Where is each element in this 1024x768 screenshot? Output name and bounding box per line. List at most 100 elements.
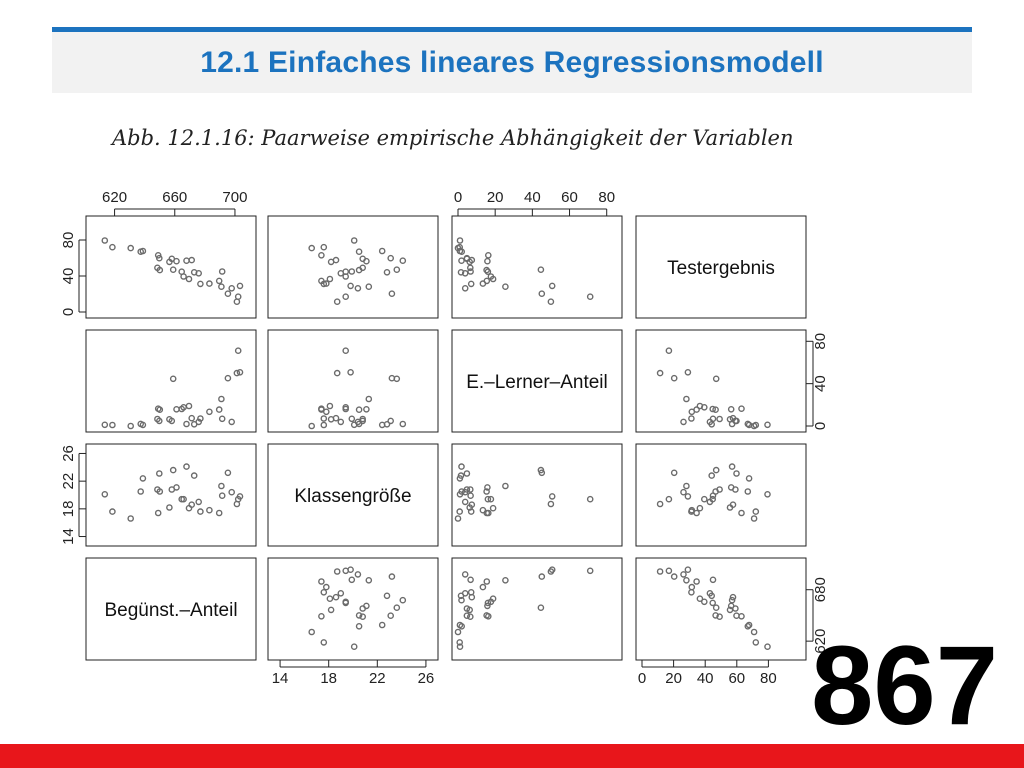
data-point — [218, 268, 226, 275]
data-point — [308, 422, 316, 430]
data-point — [137, 488, 144, 495]
data-point — [729, 501, 737, 509]
data-point — [234, 347, 242, 355]
data-point — [393, 604, 401, 612]
tick-label: 60 — [561, 189, 578, 206]
tick-label: 60 — [728, 670, 745, 687]
tick-label: 680 — [812, 577, 829, 602]
data-point — [456, 237, 464, 244]
data-point — [137, 420, 144, 428]
data-point — [348, 268, 356, 275]
data-point — [586, 495, 594, 503]
data-point — [458, 463, 465, 470]
data-point — [173, 484, 180, 491]
tick-label: 0 — [60, 308, 77, 316]
data-point — [696, 504, 704, 512]
data-point — [236, 368, 244, 376]
data-point — [218, 415, 226, 423]
data-point — [350, 643, 358, 651]
data-point — [706, 590, 714, 597]
data-point — [155, 254, 163, 262]
tick-label: 40 — [60, 268, 77, 285]
tick-label: 0 — [812, 422, 829, 430]
data-point — [538, 469, 546, 477]
panel-r3-c2 — [451, 557, 623, 661]
tick-label: 80 — [760, 670, 777, 687]
data-point — [466, 264, 474, 272]
data-point — [206, 280, 213, 287]
data-point — [683, 577, 690, 584]
data-point — [728, 463, 736, 470]
data-point — [388, 374, 396, 382]
data-point — [461, 571, 469, 578]
data-point — [548, 566, 556, 574]
data-point — [359, 264, 367, 272]
data-point — [155, 470, 163, 477]
data-point — [215, 406, 223, 413]
tick-label: 26 — [60, 445, 77, 462]
data-point — [670, 469, 678, 477]
data-point — [387, 254, 395, 262]
data-point — [484, 602, 491, 610]
panel-r1-c2 — [451, 329, 623, 433]
data-point — [466, 613, 474, 621]
data-point — [320, 415, 328, 422]
data-point — [487, 273, 495, 280]
data-point — [502, 482, 509, 490]
data-point — [365, 395, 373, 403]
data-point — [342, 403, 350, 411]
tick-label: 40 — [812, 375, 829, 392]
data-point — [197, 508, 204, 515]
data-point — [318, 578, 325, 585]
data-point — [173, 257, 180, 265]
data-point — [461, 590, 469, 597]
data-point — [483, 488, 490, 495]
data-point — [712, 466, 720, 474]
data-point — [347, 566, 354, 574]
tick-label: 26 — [418, 670, 435, 687]
data-point — [166, 504, 173, 511]
data-point — [332, 593, 340, 601]
data-point — [712, 612, 719, 619]
footer-bar — [0, 744, 1024, 768]
tick-label: 40 — [524, 189, 541, 206]
data-point — [154, 264, 161, 272]
data-point — [354, 284, 362, 292]
data-point — [332, 256, 340, 264]
data-point — [467, 280, 475, 288]
data-point — [354, 571, 362, 578]
data-point — [665, 495, 673, 503]
data-point — [350, 237, 358, 244]
data-point — [195, 418, 202, 426]
data-point — [461, 269, 469, 277]
data-point — [752, 508, 760, 515]
data-point — [387, 612, 395, 620]
data-point — [206, 506, 213, 514]
data-point — [308, 244, 316, 252]
tick-label: 20 — [665, 670, 682, 687]
data-point — [688, 589, 695, 596]
data-point — [538, 573, 546, 580]
data-point — [456, 639, 464, 646]
data-point — [656, 500, 664, 508]
data-point — [712, 375, 720, 383]
data-point — [348, 415, 356, 423]
data-point — [228, 488, 235, 496]
tick-label: 0 — [454, 189, 462, 206]
data-point — [712, 406, 719, 414]
data-point — [727, 405, 735, 413]
data-point — [750, 628, 758, 636]
data-point — [342, 347, 350, 355]
slide-number: 867 — [811, 623, 998, 748]
data-point — [484, 495, 492, 503]
data-point — [463, 254, 471, 262]
diagonal-label: Begünst.–Anteil — [104, 600, 237, 621]
data-point — [458, 596, 465, 604]
data-point — [706, 418, 714, 426]
data-point — [333, 568, 341, 575]
data-point — [127, 244, 134, 252]
panel-r1-c3 — [635, 329, 807, 433]
data-point — [195, 269, 202, 277]
data-point — [484, 257, 491, 265]
data-point — [468, 501, 476, 509]
